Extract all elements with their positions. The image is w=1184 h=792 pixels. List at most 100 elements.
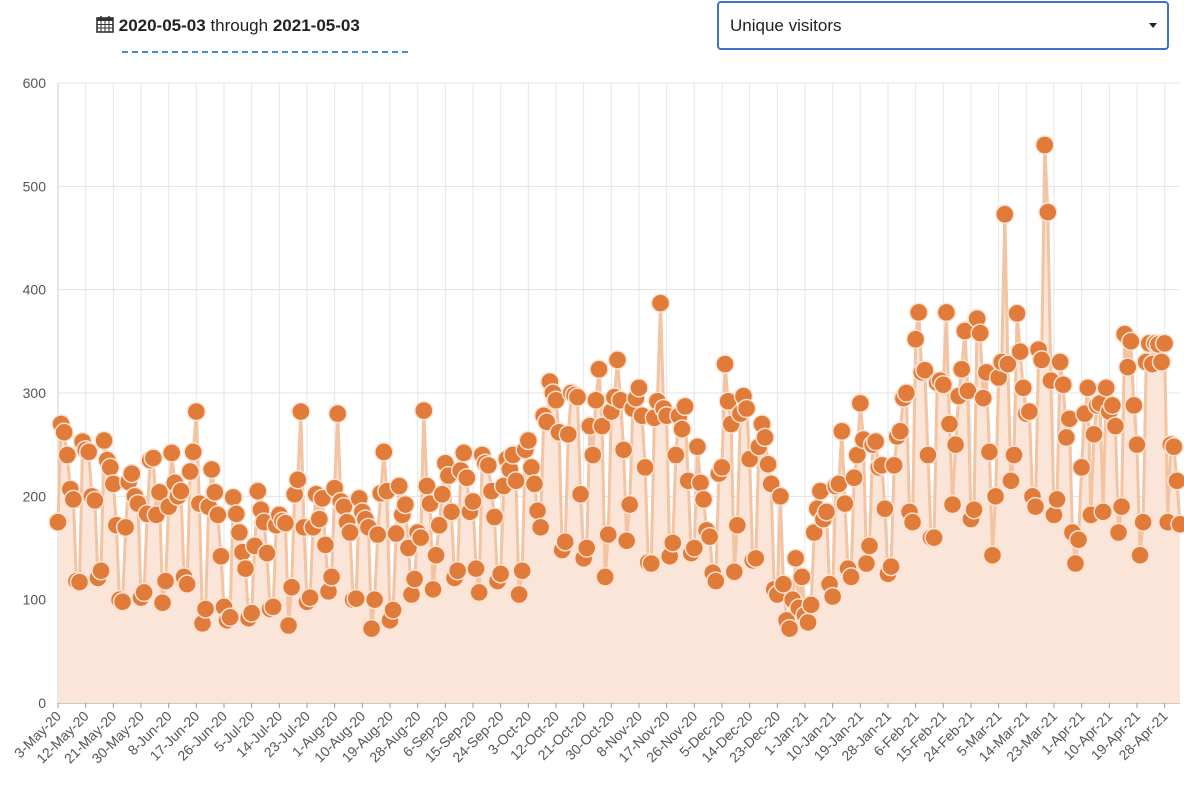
- point: [835, 493, 855, 514]
- point: [570, 484, 591, 505]
- point: [367, 524, 388, 545]
- point: [985, 486, 1006, 507]
- point: [100, 457, 121, 478]
- point: [149, 482, 170, 502]
- metric-select[interactable]: Unique visitors: [717, 1, 1169, 50]
- point: [1065, 553, 1086, 574]
- point: [875, 498, 895, 519]
- point: [389, 476, 409, 496]
- point: [383, 600, 403, 620]
- point: [291, 401, 311, 422]
- point: [933, 374, 954, 395]
- point: [278, 615, 299, 636]
- point: [1047, 489, 1067, 510]
- point: [712, 457, 732, 478]
- point: [527, 501, 548, 521]
- point: [1117, 357, 1138, 377]
- point: [850, 393, 871, 414]
- point: [281, 577, 302, 598]
- point: [263, 597, 283, 617]
- select-caret: [1149, 23, 1157, 28]
- y-tick-label: 300: [23, 385, 47, 401]
- point: [1078, 378, 1098, 398]
- point: [616, 531, 637, 551]
- point: [567, 387, 588, 407]
- point: [315, 535, 336, 555]
- point: [998, 354, 1018, 374]
- date-underline: [122, 51, 408, 53]
- point: [469, 582, 489, 603]
- point: [186, 401, 207, 422]
- point: [1133, 512, 1153, 532]
- point: [1151, 352, 1172, 372]
- point: [395, 494, 416, 515]
- point: [223, 487, 243, 508]
- point: [1127, 434, 1147, 455]
- point: [1068, 529, 1089, 550]
- point: [856, 553, 877, 574]
- point: [635, 457, 655, 478]
- point: [152, 593, 173, 613]
- point: [155, 571, 176, 591]
- point: [211, 546, 231, 567]
- point: [1096, 378, 1116, 398]
- point: [905, 329, 926, 350]
- point: [364, 589, 385, 610]
- point: [770, 486, 791, 507]
- point: [1084, 424, 1104, 445]
- point: [844, 467, 864, 488]
- point: [180, 461, 200, 482]
- point: [1038, 202, 1058, 222]
- point: [410, 527, 431, 548]
- point: [229, 522, 250, 543]
- point: [288, 470, 308, 490]
- point: [924, 527, 944, 548]
- point: [122, 463, 142, 484]
- point: [69, 572, 90, 592]
- point: [447, 560, 468, 581]
- metric-label: Unique visitors: [730, 16, 842, 35]
- point: [94, 430, 114, 451]
- point: [466, 558, 486, 579]
- point: [48, 512, 68, 532]
- point: [1050, 352, 1070, 372]
- point: [801, 595, 821, 615]
- point: [970, 323, 990, 343]
- point: [822, 586, 843, 607]
- point: [693, 489, 714, 510]
- point: [613, 440, 634, 460]
- point: [484, 507, 505, 527]
- point: [426, 545, 446, 565]
- point: [884, 455, 904, 476]
- point: [257, 543, 277, 563]
- point: [321, 567, 342, 587]
- point: [896, 383, 917, 403]
- point: [454, 443, 474, 463]
- point: [915, 360, 935, 381]
- point: [161, 443, 182, 463]
- point: [524, 474, 545, 494]
- point: [779, 618, 800, 639]
- point: [85, 490, 105, 511]
- point: [902, 512, 923, 532]
- point: [755, 427, 775, 448]
- point: [171, 481, 191, 501]
- point: [386, 523, 406, 544]
- point: [463, 491, 483, 512]
- point: [1154, 333, 1175, 354]
- point: [672, 419, 692, 439]
- point: [404, 569, 425, 589]
- point: [78, 442, 99, 462]
- point: [429, 515, 449, 536]
- y-tick-label: 100: [23, 592, 47, 608]
- date-range[interactable]: 2020-05-03 through 2021-05-03: [96, 13, 360, 36]
- point: [758, 454, 778, 475]
- point: [1010, 341, 1030, 362]
- point: [890, 421, 911, 441]
- point: [1031, 350, 1052, 370]
- point: [945, 434, 966, 455]
- point: [979, 442, 1000, 462]
- y-tick-label: 400: [23, 282, 47, 298]
